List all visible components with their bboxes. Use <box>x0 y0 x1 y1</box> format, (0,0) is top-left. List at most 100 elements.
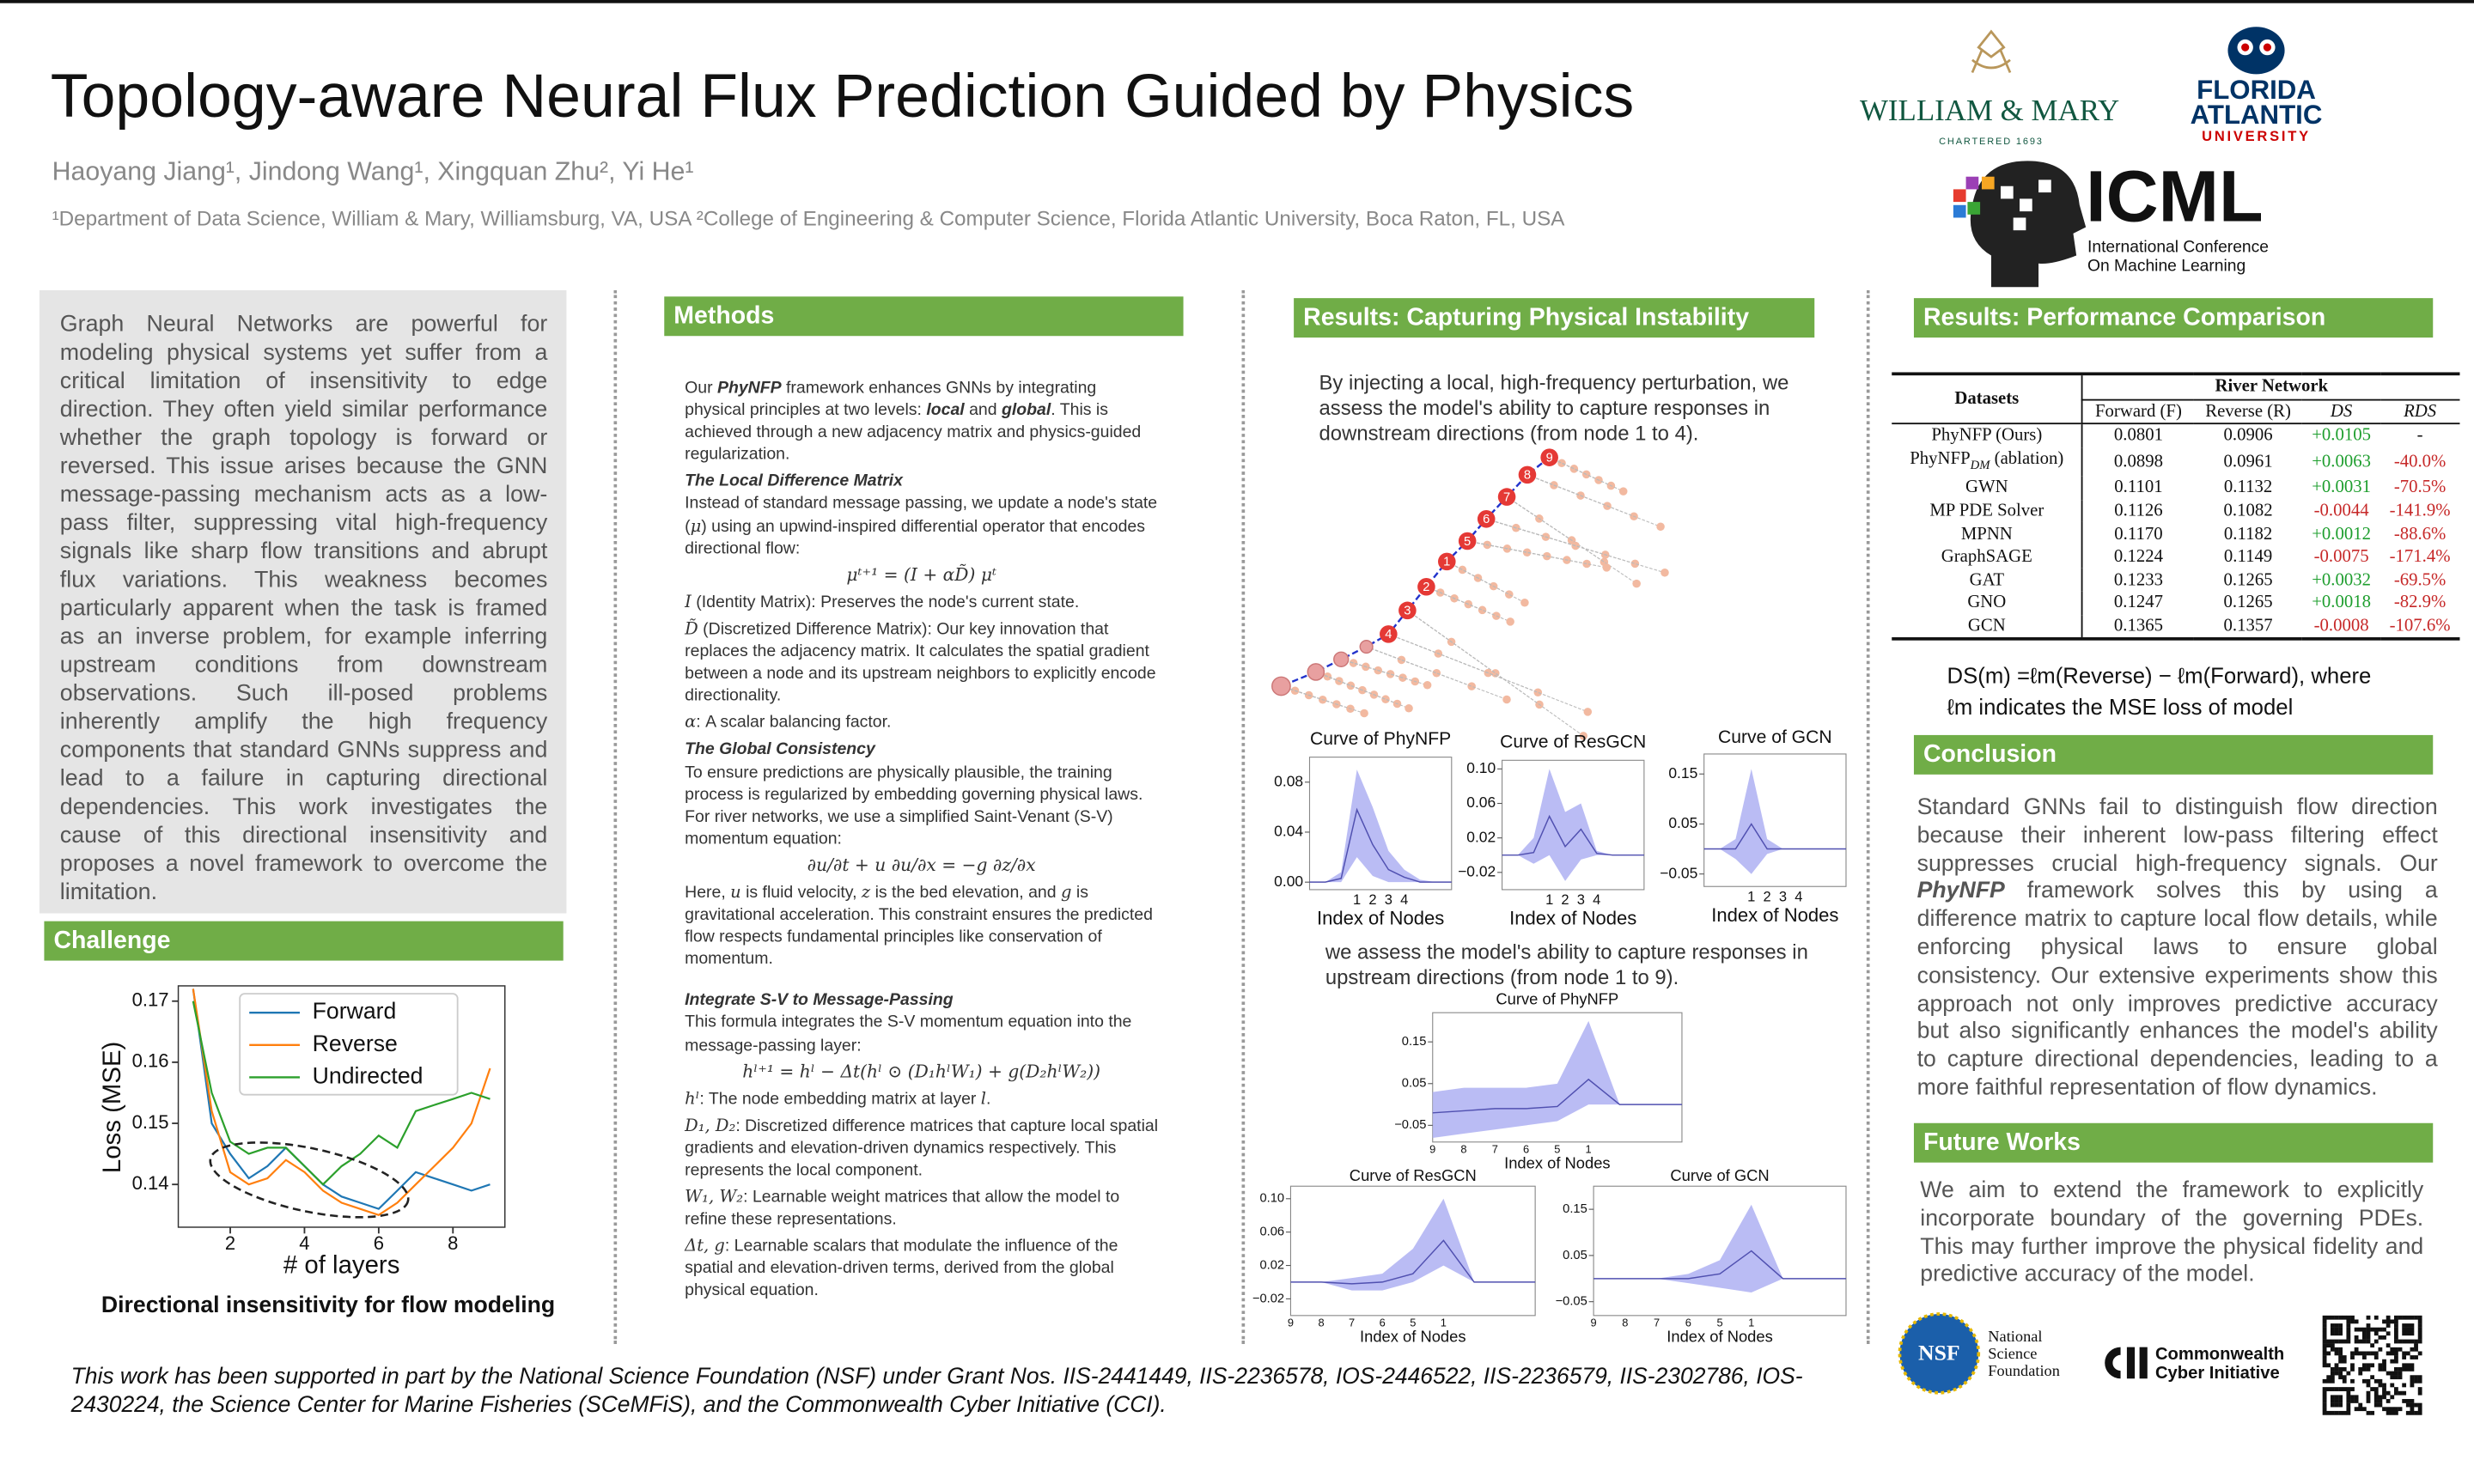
logo-text: UNIVERSITY <box>2202 128 2311 144</box>
x-tick-label: 4 <box>1400 891 1408 908</box>
x-tick-label: 1 <box>1545 891 1553 908</box>
qr-module <box>2366 1323 2371 1328</box>
network-node <box>1307 663 1325 681</box>
qr-module <box>2334 1402 2339 1408</box>
paragraph: Our PhyNFP framework enhances GNNs by in… <box>685 377 1158 466</box>
table-cell: 0.1233 <box>2113 570 2163 590</box>
table-cell: 0.0898 <box>2113 452 2163 472</box>
series-line <box>192 1000 491 1186</box>
qr-module <box>2330 1399 2335 1403</box>
qr-module <box>2393 1371 2398 1376</box>
network-edge <box>1549 457 1624 492</box>
qr-module <box>2326 1387 2331 1391</box>
y-tick-label: 0.06 <box>1260 1226 1285 1239</box>
qr-module <box>2366 1367 2371 1371</box>
network-edge <box>1366 646 1508 701</box>
qr-module <box>2346 1371 2351 1376</box>
qr-module <box>2373 1387 2379 1391</box>
qr-module <box>2373 1327 2379 1332</box>
paragraph: α: A scalar balancing factor. <box>685 712 1158 734</box>
table-cell: GraphSAGE <box>1892 545 2084 569</box>
qr-module <box>2382 1367 2386 1371</box>
qr-module <box>2334 1367 2339 1371</box>
paragraph: Here, u is fluid velocity, z is the bed … <box>685 882 1158 971</box>
qr-module <box>2417 1351 2422 1356</box>
x-tick-label: 3 <box>1779 888 1787 904</box>
node-label: 5 <box>1464 535 1471 549</box>
table-cell: -141.9% <box>2389 501 2451 520</box>
y-tick-label: 0.10 <box>1260 1192 1285 1206</box>
authors: Haoyang Jiang¹, Jindong Wang¹, Xingquan … <box>52 157 694 186</box>
plot-frame <box>1289 1185 1536 1317</box>
qr-module <box>2398 1371 2403 1376</box>
network-node <box>1540 448 1558 466</box>
qr-module <box>2370 1327 2375 1332</box>
table-cell: PhyNFPDM (ablation) <box>1892 447 2084 477</box>
qr-module <box>2334 1347 2339 1352</box>
qr-module <box>2382 1359 2386 1364</box>
qr-module <box>2417 1410 2422 1415</box>
network-node <box>1533 688 1543 697</box>
logo-mark <box>1953 204 1966 218</box>
qr-module <box>2346 1387 2351 1391</box>
text-run: : A scalar balancing factor. <box>696 713 892 733</box>
qr-module <box>2402 1363 2407 1368</box>
plot-title: Curve of GCN <box>1670 1166 1769 1184</box>
logo-mark <box>1970 161 2087 288</box>
qr-module <box>2382 1390 2386 1396</box>
network-node <box>1505 590 1514 599</box>
table-row: MPNN 0.1170 0.1182 +0.0012 -88.6% <box>1892 522 2459 546</box>
qr-module <box>2322 1347 2327 1352</box>
qr-module <box>2361 1351 2367 1356</box>
cell-text: PhyNFP <box>1910 449 1971 469</box>
qr-module <box>2330 1375 2335 1380</box>
emphasis: PhyNFP <box>1916 879 2005 905</box>
subheading: Integrate S-V to Message-Passing <box>685 991 954 1011</box>
qr-module <box>2338 1323 2343 1328</box>
subheading: The Global Consistency <box>685 740 875 760</box>
qr-module <box>2386 1351 2391 1356</box>
qr-module <box>2410 1323 2415 1328</box>
text-run: framework solves this by using a differe… <box>1916 879 2438 1101</box>
annotation <box>209 1141 410 1219</box>
table-cell: 0.1365 <box>2082 614 2194 642</box>
text-run: : Learnable weight matrices that allow t… <box>685 1188 1120 1230</box>
qr-module <box>2338 1395 2343 1400</box>
paragraph: Δt, g: Learnable scalars that modulate t… <box>685 1236 1158 1303</box>
qr-module <box>2390 1383 2395 1388</box>
qr-module <box>2417 1339 2422 1344</box>
qr-module <box>2338 1347 2343 1352</box>
x-tick-label: 1 <box>1353 891 1361 908</box>
qr-module <box>2398 1375 2403 1380</box>
x-tick-label: 8 <box>1318 1316 1324 1329</box>
x-axis-label: Index of Nodes <box>1317 908 1444 929</box>
qr-module <box>2354 1335 2359 1340</box>
qr-module <box>2414 1402 2418 1408</box>
network-edge <box>1467 540 1607 569</box>
math-symbol: α <box>685 713 697 733</box>
x-tick-label: 2 <box>1561 891 1569 908</box>
network-node <box>1520 598 1529 607</box>
qr-module <box>2398 1347 2403 1352</box>
text-run: Here, <box>685 883 731 903</box>
logo-mark <box>2105 1347 2148 1379</box>
plot-title: Curve of PhyNFP <box>1310 729 1451 749</box>
qr-module <box>2370 1375 2375 1380</box>
y-tick-label: 0.17 <box>132 989 169 1011</box>
qr-module <box>2350 1363 2355 1368</box>
qr-module <box>2402 1339 2407 1344</box>
table-header: Reverse (R) <box>2193 398 2303 424</box>
plot-title: Curve of ResGCN <box>1500 733 1646 752</box>
paragraph: To ensure predictions are physically pla… <box>685 761 1158 850</box>
text-run: To ensure predictions are physically pla… <box>685 763 1143 848</box>
qr-module <box>2402 1399 2407 1403</box>
logo-mark <box>1965 176 1979 190</box>
qr-module <box>2366 1410 2371 1415</box>
qr-module <box>2342 1315 2347 1320</box>
network-node <box>1271 676 1291 696</box>
legend-box <box>239 993 459 1096</box>
network-node <box>1630 559 1640 569</box>
network-node <box>1477 510 1496 528</box>
logo-text: FLORIDA <box>2197 75 2316 105</box>
qr-module <box>2405 1402 2410 1408</box>
